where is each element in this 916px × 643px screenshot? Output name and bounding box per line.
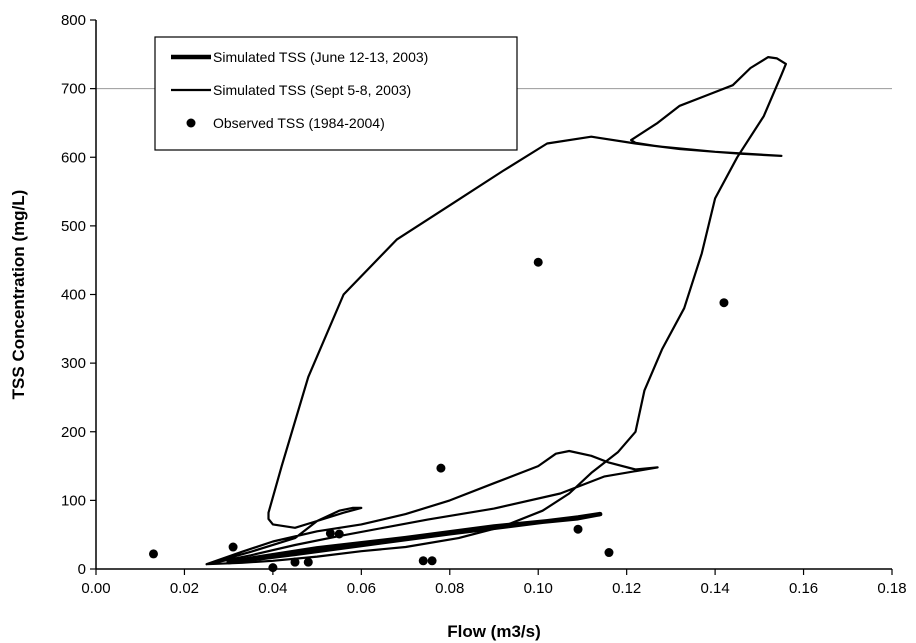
y-tick-label: 800 <box>61 12 86 29</box>
legend: Simulated TSS (June 12-13, 2003) Simulate… <box>154 36 518 151</box>
y-tick-label: 100 <box>61 492 86 509</box>
x-tick-label: 0.04 <box>258 580 287 597</box>
y-tick-label: 200 <box>61 424 86 441</box>
x-tick-label: 0.02 <box>170 580 199 597</box>
x-tick-label: 0.16 <box>789 580 818 597</box>
x-tick-label: 0.08 <box>435 580 464 597</box>
x-tick-label: 0.18 <box>877 580 906 597</box>
x-axis-title: Flow (m3/s) <box>447 622 541 641</box>
y-tick-label: 400 <box>61 287 86 304</box>
legend-label: Observed TSS (1984-2004) <box>213 115 385 131</box>
series-line-0 <box>226 511 603 565</box>
observed-point <box>573 524 583 534</box>
observed-point <box>228 542 238 552</box>
y-tick-label: 500 <box>61 218 86 235</box>
observed-point <box>427 556 437 566</box>
legend-swatch-marker <box>186 118 196 128</box>
observed-point <box>148 549 158 559</box>
observed-point <box>303 557 313 567</box>
observed-point <box>533 257 543 267</box>
y-tick-label: 300 <box>61 355 86 372</box>
legend-label: Simulated TSS (Sept 5-8, 2003) <box>213 82 411 98</box>
x-tick-label: 0.14 <box>701 580 730 597</box>
observed-point <box>604 548 614 558</box>
axis-ticks: 0.00 0.02 0.04 0.06 0.08 0.10 0.12 0.14 0.16 0.18… <box>61 12 907 597</box>
observed-point <box>436 463 446 473</box>
observed-point <box>325 528 335 538</box>
series-line-1 <box>205 56 787 566</box>
x-tick-label: 0.00 <box>81 580 110 597</box>
observed-point <box>418 556 428 566</box>
x-tick-label: 0.06 <box>347 580 376 597</box>
series-layer <box>148 56 787 573</box>
y-tick-label: 700 <box>61 81 86 98</box>
y-tick-label: 0 <box>78 561 86 578</box>
observed-point <box>268 563 278 573</box>
observed-point <box>719 298 729 308</box>
legend-label: Simulated TSS (June 12-13, 2003) <box>213 49 428 65</box>
y-axis-title: TSS Concentration (mg/L) <box>9 190 28 400</box>
observed-point <box>290 557 300 567</box>
x-tick-label: 0.12 <box>612 580 641 597</box>
y-tick-label: 600 <box>61 149 86 166</box>
x-tick-label: 0.10 <box>524 580 553 597</box>
observed-point <box>334 529 344 539</box>
legend-box <box>154 36 518 151</box>
